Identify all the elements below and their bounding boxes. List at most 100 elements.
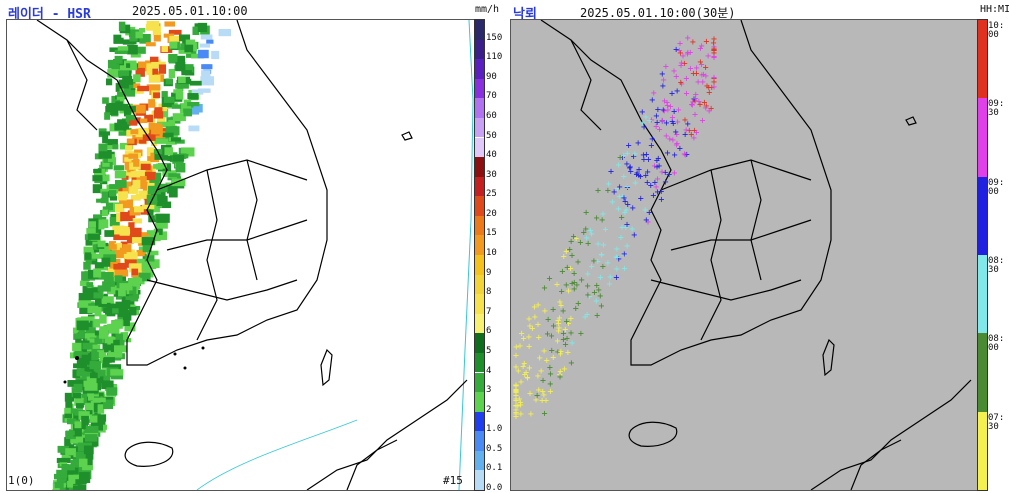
lightning-strike-mark: + xyxy=(619,222,625,233)
radar-precip-cell xyxy=(107,139,118,146)
lightning-strike-mark: + xyxy=(673,72,679,83)
lightning-strike-mark: + xyxy=(529,324,535,335)
lightning-strike-mark: + xyxy=(515,366,521,377)
radar-precip-cell xyxy=(118,103,128,111)
lightning-strike-mark: + xyxy=(649,115,655,126)
lightning-strike-mark: + xyxy=(524,373,530,384)
radar-precip-cell xyxy=(191,53,205,59)
lightning-strike-mark: + xyxy=(698,60,704,71)
lightning-strike-mark: + xyxy=(526,314,532,325)
radar-precip-cell xyxy=(67,480,74,488)
lightning-strike-mark: + xyxy=(562,325,568,336)
radar-precip-cell xyxy=(148,99,156,108)
radar-precip-cell xyxy=(97,350,105,358)
radar-precip-cell xyxy=(146,66,153,76)
radar-precip-cell xyxy=(148,215,159,223)
lightning-strike-mark: + xyxy=(634,170,640,181)
radar-precip-cell xyxy=(56,457,71,463)
lightning-strike-mark: + xyxy=(569,338,575,349)
radar-precip-cell xyxy=(75,451,86,461)
lightning-strike-mark: + xyxy=(641,155,647,166)
radar-map[interactable] xyxy=(6,19,475,491)
lightning-strike-mark: + xyxy=(619,212,625,223)
lightning-strike-mark: + xyxy=(696,97,702,108)
lightning-strike-mark: + xyxy=(659,167,665,178)
lightning-strike-mark: + xyxy=(662,168,668,179)
lightning-strike-mark: + xyxy=(547,274,553,285)
lightning-strike-mark: + xyxy=(565,286,571,297)
radar-precip-cell xyxy=(81,354,95,360)
radar-precip-cell xyxy=(103,307,114,314)
lightning-strike-mark: + xyxy=(680,51,686,62)
radar-precip-cell xyxy=(155,231,167,241)
radar-precip-cell xyxy=(105,202,114,211)
radar-precip-cell xyxy=(90,226,102,235)
lightning-strike-mark: + xyxy=(664,100,670,111)
radar-precip-cell xyxy=(139,139,147,144)
legend-swatch xyxy=(475,352,484,373)
lightning-strike-mark: + xyxy=(652,161,658,172)
lightning-strike-mark: + xyxy=(711,74,717,85)
lightning-strike-mark: + xyxy=(563,280,569,291)
lightning-strike-mark: + xyxy=(513,411,519,422)
radar-precip-cell xyxy=(186,48,197,58)
lightning-strike-mark: + xyxy=(513,381,519,392)
radar-frame-label: 1(0) xyxy=(8,474,35,487)
lightning-strike-mark: + xyxy=(628,166,634,177)
radar-precip-cell xyxy=(153,31,161,42)
lightning-strike-mark: + xyxy=(659,69,665,80)
radar-precip-cell xyxy=(114,170,127,179)
lightning-strike-mark: + xyxy=(683,74,689,85)
radar-precip-cell xyxy=(92,175,103,182)
lightning-strike-mark: + xyxy=(703,63,709,74)
lightning-strike-mark: + xyxy=(697,57,703,68)
radar-precip-cell xyxy=(138,127,149,135)
radar-precip-cell xyxy=(136,249,147,257)
lightning-strike-mark: + xyxy=(595,239,601,250)
radar-precip-cell xyxy=(70,434,84,444)
lightning-strike-mark: + xyxy=(645,154,651,165)
radar-precip-cell xyxy=(168,173,181,178)
radar-precip-cell xyxy=(93,292,103,299)
lightning-strike-mark: + xyxy=(518,400,524,411)
lightning-strike-mark: + xyxy=(600,240,606,251)
radar-precip-cell xyxy=(78,411,90,420)
lightning-strike-mark: + xyxy=(535,300,541,311)
legend-label: 5 xyxy=(486,345,492,356)
lightning-strike-mark: + xyxy=(575,257,581,268)
radar-precip-cell xyxy=(167,176,182,181)
lightning-map[interactable]: + + + + + + + + + + + + + + + + + + + + + + + + + + + + + + + + + + + + + + + +… xyxy=(510,19,978,491)
lightning-strike-mark: + xyxy=(651,88,657,99)
lightning-strike-mark: + xyxy=(558,346,564,357)
radar-precip-cell xyxy=(108,276,121,282)
radar-precip-cell xyxy=(109,241,116,247)
lightning-strike-mark: + xyxy=(678,61,684,72)
radar-precip-cell xyxy=(114,49,128,55)
radar-precip-cell xyxy=(89,361,101,370)
lightning-strike-mark: + xyxy=(559,286,565,297)
lightning-strike-mark: + xyxy=(653,111,659,122)
radar-precip-cell xyxy=(147,209,154,216)
radar-precip-cell xyxy=(162,132,174,138)
lightning-strike-mark: + xyxy=(693,69,699,80)
lightning-strike-mark: + xyxy=(711,82,717,93)
legend-swatch xyxy=(475,59,484,79)
radar-precip-cell xyxy=(142,133,156,141)
lightning-strike-mark: + xyxy=(613,272,619,283)
radar-precip-cell xyxy=(111,95,120,103)
radar-precip-cell xyxy=(139,34,151,44)
legend-label: 09: 00 xyxy=(988,177,1005,197)
lightning-strike-mark: + xyxy=(513,387,519,398)
lightning-strike-mark: + xyxy=(540,375,546,386)
radar-precip-cell xyxy=(106,387,118,396)
lightning-strike-mark: + xyxy=(670,118,676,129)
lightning-strike-mark: + xyxy=(603,225,609,236)
lightning-strike-mark: + xyxy=(587,225,593,236)
lightning-strike-mark: + xyxy=(533,395,539,406)
lightning-strike-mark: + xyxy=(587,291,593,302)
radar-precip-cell xyxy=(130,194,141,201)
radar-precip-cell xyxy=(92,397,106,403)
lightning-strike-mark: + xyxy=(621,171,627,182)
legend-label: 10: 00 xyxy=(988,21,1005,40)
lightning-strike-mark: + xyxy=(621,264,627,275)
